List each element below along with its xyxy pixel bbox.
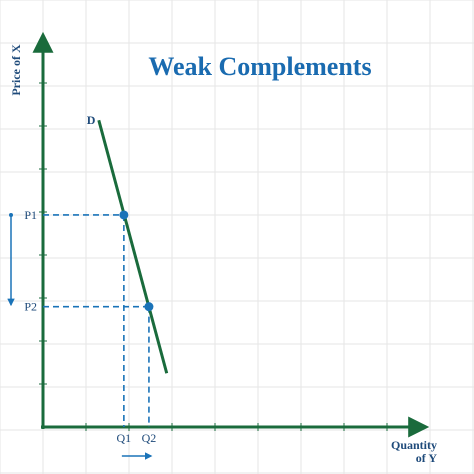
demand-curve <box>97 119 169 374</box>
x-tick-label: Q2 <box>142 431 157 445</box>
x-axis-label-line-2: of Y <box>416 451 438 465</box>
guide-lines <box>43 214 150 427</box>
point-labels: P1 Q1 P2 Q2 <box>24 208 156 445</box>
price-change-arrow-tail <box>9 212 13 217</box>
curve-label: D <box>87 113 96 127</box>
chart-title: Weak Complements <box>148 52 371 81</box>
x-axis-label: Quantity of Y <box>391 438 440 465</box>
axis-ticks <box>39 82 388 431</box>
y-axis-label: Price of X <box>9 44 23 96</box>
x-tick-label: Q1 <box>117 431 132 445</box>
x-axis-label-line-1: Quantity <box>391 438 437 452</box>
data-points <box>119 210 154 312</box>
data-point <box>144 302 154 312</box>
y-tick-label: P1 <box>24 208 37 222</box>
y-tick-label: P2 <box>24 300 37 314</box>
data-point <box>119 210 129 220</box>
